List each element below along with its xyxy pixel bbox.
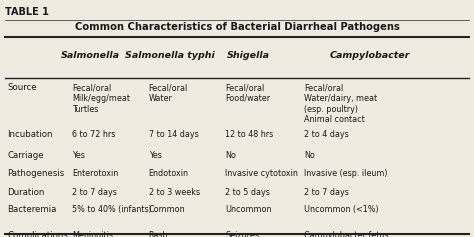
Text: 2 to 5 days: 2 to 5 days <box>226 188 270 197</box>
Text: 5% to 40% (infants): 5% to 40% (infants) <box>72 205 152 214</box>
Text: 2 to 4 days: 2 to 4 days <box>304 130 349 139</box>
Text: 2 to 3 weeks: 2 to 3 weeks <box>149 188 200 197</box>
Text: Enterotoxin: Enterotoxin <box>72 169 118 178</box>
Text: Salmonella typhi: Salmonella typhi <box>125 51 215 60</box>
Text: Meningitis
Skeletal
Myocarditis
Pneumonia: Meningitis Skeletal Myocarditis Pneumoni… <box>72 231 118 237</box>
Text: Seizures
(? toxin)
Hemolytic uremic
  syndrome
Perforation: Seizures (? toxin) Hemolytic uremic synd… <box>226 231 297 237</box>
Text: Invasive (esp. ileum): Invasive (esp. ileum) <box>304 169 388 178</box>
Text: Common: Common <box>149 205 185 214</box>
Text: Uncommon: Uncommon <box>226 205 272 214</box>
Text: Fecal/oral
Milk/egg/meat
Turtles: Fecal/oral Milk/egg/meat Turtles <box>72 83 130 114</box>
Text: 6 to 72 hrs: 6 to 72 hrs <box>72 130 116 139</box>
Text: Fecal/oral
Water/dairy, meat
(esp. poultry)
Animal contact: Fecal/oral Water/dairy, meat (esp. poult… <box>304 83 377 124</box>
Text: Endotoxin: Endotoxin <box>149 169 189 178</box>
Text: No: No <box>226 151 236 160</box>
Text: 2 to 7 days: 2 to 7 days <box>304 188 349 197</box>
Text: Source: Source <box>7 83 36 92</box>
Text: Yes: Yes <box>149 151 162 160</box>
Text: Common Characteristics of Bacterial Diarrheal Pathogens: Common Characteristics of Bacterial Diar… <box>74 22 400 32</box>
Text: 12 to 48 hrs: 12 to 48 hrs <box>226 130 273 139</box>
Text: No: No <box>304 151 315 160</box>
Text: Rash
Gastrointestinal
  bleeding
Skeletal
Hepatitis
Cholecystitis: Rash Gastrointestinal bleeding Skeletal … <box>149 231 213 237</box>
Text: Yes: Yes <box>72 151 85 160</box>
Text: Campylobacter fetus
Meningitis
Cholecystitis
Urinary tract infection
Spontaneous: Campylobacter fetus Meningitis Cholecyst… <box>304 231 393 237</box>
Text: Uncommon (<1%): Uncommon (<1%) <box>304 205 379 214</box>
Text: Shigella: Shigella <box>227 51 270 60</box>
Text: Fecal/oral
Water: Fecal/oral Water <box>149 83 188 103</box>
Text: Invasive cytotoxin: Invasive cytotoxin <box>226 169 298 178</box>
Text: 2 to 7 days: 2 to 7 days <box>72 188 117 197</box>
Text: Bacteremia: Bacteremia <box>7 205 56 214</box>
Text: Duration: Duration <box>7 188 45 197</box>
Text: 7 to 14 days: 7 to 14 days <box>149 130 199 139</box>
Text: Incubation: Incubation <box>7 130 53 139</box>
Text: Fecal/oral
Food/water: Fecal/oral Food/water <box>226 83 271 103</box>
Text: TABLE 1: TABLE 1 <box>5 7 49 17</box>
Text: Carriage: Carriage <box>7 151 44 160</box>
Text: Salmonella: Salmonella <box>61 51 120 60</box>
Text: Pathogenesis: Pathogenesis <box>7 169 64 178</box>
Text: Complications: Complications <box>7 231 68 237</box>
Text: Campylobacter: Campylobacter <box>329 51 410 60</box>
